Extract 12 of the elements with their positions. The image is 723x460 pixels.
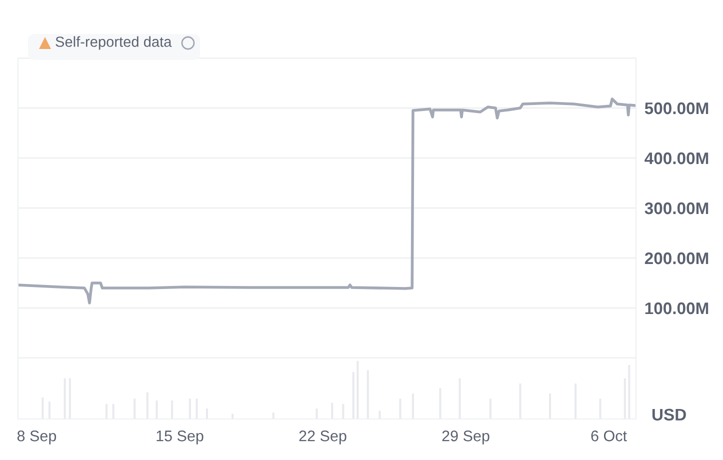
y-tick-label: 500.00M — [644, 102, 708, 114]
y-tick-label: 400.00M — [644, 152, 708, 164]
x-tick-label: 15 Sep — [156, 430, 204, 444]
x-tick-label: 8 Sep — [17, 430, 56, 444]
text: Self-reported data — [56, 36, 172, 50]
y-tick-label: 100.00M — [645, 302, 708, 314]
y-tick-label: 300.00M — [644, 202, 708, 214]
x-tick-label: 22 Sep — [299, 430, 346, 444]
y-axis-title: USD — [652, 408, 686, 421]
y-tick-label: 200.00M — [644, 252, 708, 264]
x-tick-label: 29 Sep — [442, 430, 490, 444]
x-tick-label: 6 Oct — [591, 430, 627, 442]
